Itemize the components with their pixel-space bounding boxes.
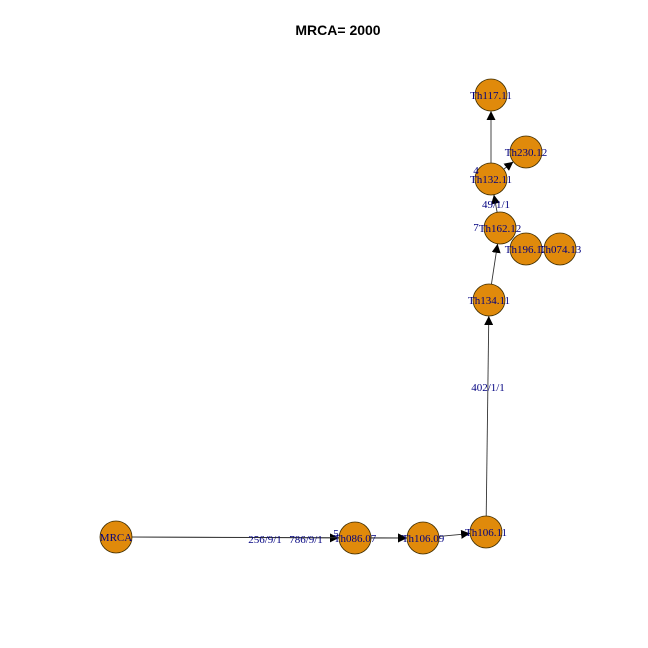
- partial-edge-label: 5: [333, 528, 339, 540]
- node-circle[interactable]: [474, 78, 508, 112]
- node-Th086.07[interactable]: Th086.07: [334, 521, 377, 555]
- node-circle[interactable]: [543, 232, 577, 266]
- node-label: Th196.12: [505, 244, 547, 256]
- edge-label: 402/1/1: [471, 382, 505, 394]
- edge-Th106.09-to-Th106.11: [438, 529, 471, 539]
- node-label: Th086.07: [334, 533, 377, 545]
- node-Th106.09[interactable]: Th106.09: [402, 521, 445, 555]
- partial-edge-label: 4: [473, 165, 479, 177]
- node-circle[interactable]: [509, 135, 543, 169]
- partial-edge-label: 7: [473, 222, 479, 234]
- node-circle[interactable]: [472, 283, 506, 317]
- node-Th132.11[interactable]: Th132.11: [470, 162, 512, 196]
- edge-Th134.11-to-Th162.12: [490, 243, 501, 285]
- node-Th134.11[interactable]: Th134.11: [468, 283, 510, 317]
- edge-Th162.12-to-Th132.11: [491, 194, 500, 213]
- node-MRCA[interactable]: MRCA: [99, 520, 133, 554]
- node-Th230.12[interactable]: Th230.12: [505, 135, 547, 169]
- node-label: Th117.11: [470, 90, 512, 102]
- edge-Th106.11-to-Th134.11: [484, 315, 494, 517]
- edge-label: 256/9/1: [248, 534, 282, 546]
- node-Th074.13[interactable]: Th074.13: [539, 232, 582, 266]
- edge-Th132.11-to-Th230.12: [503, 161, 514, 171]
- node-label: Th132.11: [470, 174, 512, 186]
- edge-label: 786/9/1: [289, 534, 323, 546]
- node-circle[interactable]: [338, 521, 372, 555]
- node-Th196.12[interactable]: Th196.12: [505, 232, 547, 266]
- node-Th106.11[interactable]: Th106.11: [465, 515, 507, 549]
- edges-layer: [131, 111, 514, 543]
- node-Th117.11[interactable]: Th117.11: [470, 78, 512, 112]
- node-circle[interactable]: [469, 515, 503, 549]
- node-Th162.12[interactable]: Th162.12: [479, 211, 521, 245]
- node-label: Th106.11: [465, 527, 507, 539]
- node-label: Th162.12: [479, 223, 521, 235]
- node-circle[interactable]: [99, 520, 133, 554]
- node-circle[interactable]: [509, 232, 543, 266]
- node-label: Th230.12: [505, 147, 547, 159]
- node-label: MRCA: [100, 532, 132, 544]
- edge-label: 49/1/1: [482, 199, 510, 211]
- node-label: Th134.11: [468, 295, 510, 307]
- chart-title: MRCA= 2000: [295, 22, 380, 38]
- node-label: Th106.09: [402, 533, 445, 545]
- node-circle[interactable]: [406, 521, 440, 555]
- node-circle[interactable]: [483, 211, 517, 245]
- edge-labels-layer: 256/9/1 786/9/1 402/1/1 49/1/1: [248, 199, 510, 546]
- node-label: Th074.13: [539, 244, 582, 256]
- node-circle[interactable]: [474, 162, 508, 196]
- nodes-layer: MRCA Th086.07 Th106.09 Th106.11 Th134.11 Th16…: [99, 78, 582, 555]
